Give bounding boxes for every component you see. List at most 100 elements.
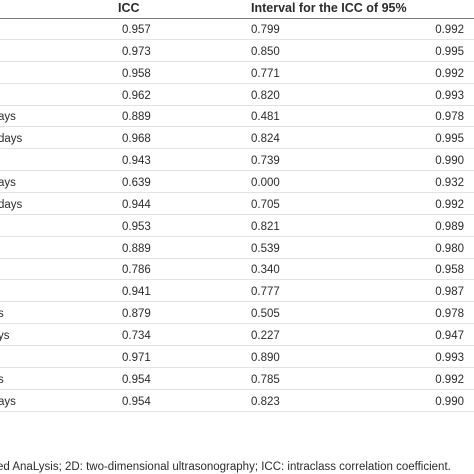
ci-lower-value: 0.823 — [251, 395, 280, 408]
ci-upper-value: 0.995 — [435, 133, 464, 146]
ci-lower-value: 0.539 — [251, 242, 280, 255]
row-divider — [0, 410, 474, 412]
ci-upper-value: 0.978 — [435, 308, 464, 321]
icc-value: 0.879 — [122, 308, 151, 321]
row-divider — [0, 104, 474, 106]
header-divider — [0, 18, 474, 19]
row-divider — [0, 192, 474, 193]
row-divider — [0, 366, 474, 368]
row-divider — [0, 257, 474, 259]
icc-value: 0.971 — [122, 351, 151, 364]
ci-lower-value: 0.824 — [251, 133, 280, 146]
table-row: 0.889 0.539 0.980 — [0, 238, 474, 259]
header-interval: Interval for the ICC of 95% — [251, 1, 407, 15]
icc-value: 0.889 — [122, 242, 151, 255]
icc-value: 0.786 — [122, 264, 151, 277]
table-row: 0.957 0.799 0.992 — [0, 19, 474, 40]
row-divider — [0, 323, 474, 325]
row-divider — [0, 344, 474, 346]
row-label: s — [0, 373, 4, 386]
row-divider — [0, 60, 474, 62]
ci-lower-value: 0.890 — [251, 351, 280, 364]
ci-lower-value: 0.850 — [251, 45, 280, 58]
icc-value: 0.968 — [122, 133, 151, 146]
row-label: days — [0, 198, 23, 211]
row-divider — [0, 148, 474, 150]
ci-lower-value: 0.821 — [251, 220, 280, 233]
ci-lower-value: 0.000 — [251, 177, 280, 189]
icc-value: 0.954 — [122, 395, 151, 408]
ci-lower-value: 0.227 — [251, 329, 280, 342]
row-divider — [0, 213, 474, 215]
ci-lower-value: 0.820 — [251, 89, 280, 102]
row-divider — [0, 388, 474, 390]
table-header: ICC Interval for the ICC of 95% — [0, 0, 474, 16]
icc-value: 0.954 — [122, 373, 151, 386]
row-label: days — [0, 133, 23, 146]
row-label: ays — [0, 111, 16, 124]
row-divider — [0, 82, 474, 84]
table-row: ays 0.889 0.481 0.978 — [0, 106, 474, 128]
row-label: ys — [0, 329, 10, 342]
row-divider — [0, 170, 474, 172]
ci-upper-value: 0.947 — [435, 329, 464, 342]
icc-value: 0.944 — [122, 198, 151, 211]
ci-upper-value: 0.995 — [435, 45, 464, 58]
ci-upper-value: 0.989 — [435, 220, 464, 233]
icc-value: 0.953 — [122, 220, 151, 233]
table-row: 0.971 0.890 0.993 — [0, 347, 474, 368]
icc-value: 0.889 — [122, 111, 151, 124]
ci-upper-value: 0.932 — [435, 177, 464, 189]
row-divider — [0, 301, 474, 303]
table-row: 0.941 0.777 0.987 — [0, 281, 474, 303]
ci-upper-value: 0.990 — [435, 395, 464, 408]
ci-upper-value: 0.993 — [435, 89, 464, 102]
table-row: 0.953 0.821 0.989 — [0, 216, 474, 237]
ci-upper-value: 0.992 — [435, 24, 464, 36]
row-label: ays — [0, 395, 16, 408]
row-divider — [0, 39, 474, 40]
icc-value: 0.941 — [122, 286, 151, 299]
ci-upper-value: 0.958 — [435, 264, 464, 277]
table-footnote: ed AnaLysis; 2D: two-dimensional ultraso… — [0, 461, 451, 473]
ci-lower-value: 0.777 — [251, 286, 280, 299]
icc-value: 0.734 — [122, 329, 151, 342]
row-label: s — [0, 308, 4, 321]
table-row: ys 0.734 0.227 0.947 — [0, 325, 474, 346]
row-label: ays — [0, 177, 16, 189]
ci-upper-value: 0.987 — [435, 286, 464, 299]
icc-value: 0.973 — [122, 45, 151, 58]
icc-value: 0.962 — [122, 89, 151, 102]
ci-lower-value: 0.481 — [251, 111, 280, 124]
table-row: 0.786 0.340 0.958 — [0, 259, 474, 281]
ci-upper-value: 0.992 — [435, 373, 464, 386]
icc-value: 0.957 — [122, 24, 151, 36]
table-row: days 0.944 0.705 0.992 — [0, 194, 474, 215]
ci-upper-value: 0.980 — [435, 242, 464, 255]
row-divider — [0, 279, 474, 281]
icc-value: 0.639 — [122, 177, 151, 189]
table-row: 0.962 0.820 0.993 — [0, 85, 474, 106]
table-row: 0.958 0.771 0.992 — [0, 63, 474, 84]
ci-upper-value: 0.990 — [435, 155, 464, 168]
icc-value: 0.958 — [122, 67, 151, 80]
ci-upper-value: 0.993 — [435, 351, 464, 364]
table-row: s 0.879 0.505 0.978 — [0, 303, 474, 325]
icc-value: 0.943 — [122, 155, 151, 168]
ci-upper-value: 0.992 — [435, 198, 464, 211]
ci-lower-value: 0.799 — [251, 24, 280, 36]
ci-lower-value: 0.785 — [251, 373, 280, 386]
ci-lower-value: 0.771 — [251, 67, 280, 80]
table-row: ays 0.639 0.000 0.932 — [0, 172, 474, 193]
table-row: 0.943 0.739 0.990 — [0, 150, 474, 172]
ci-upper-value: 0.992 — [435, 67, 464, 80]
table-row: ays 0.954 0.823 0.990 — [0, 391, 474, 412]
ci-upper-value: 0.978 — [435, 111, 464, 124]
table-row: days 0.968 0.824 0.995 — [0, 128, 474, 150]
row-divider — [0, 235, 474, 237]
ci-lower-value: 0.505 — [251, 308, 280, 321]
table-row: 0.973 0.850 0.995 — [0, 41, 474, 62]
ci-lower-value: 0.340 — [251, 264, 280, 277]
row-divider — [0, 126, 474, 128]
ci-lower-value: 0.705 — [251, 198, 280, 211]
